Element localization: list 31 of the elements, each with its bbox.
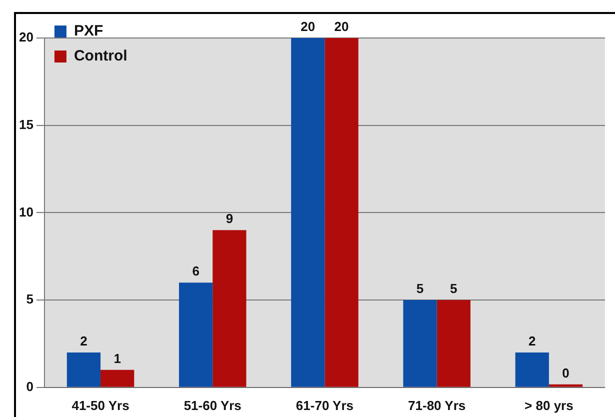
data-label: 9 [226,211,234,226]
bar [291,38,325,387]
data-label: 5 [450,281,458,296]
bar [403,300,437,387]
y-tick-label: 15 [18,116,34,132]
x-tick-label: 61-70 Yrs [296,398,354,413]
x-tick-label: 51-60 Yrs [184,398,242,413]
x-tick-label: 41-50 Yrs [72,398,130,413]
y-tick-label: 5 [26,292,34,307]
data-label: 2 [80,334,88,349]
x-tick-label: 71-80 Yrs [408,398,466,413]
data-label: 2 [528,334,536,349]
data-label: 20 [334,19,349,34]
bar [178,282,213,387]
bar [100,370,134,387]
data-label: 5 [416,281,424,296]
bar [515,352,549,387]
y-tick-label: 20 [18,30,34,45]
y-tick-label: 0 [26,378,34,394]
legend-label: Control [74,48,128,65]
bar [324,38,358,387]
y-tick-label: 10 [18,204,34,220]
x-tick-label: > 80 yrs [524,398,574,413]
data-label: 0 [562,365,570,380]
bar [436,300,470,387]
bar [212,230,246,387]
data-label: 6 [192,264,200,279]
data-label: 1 [114,351,121,366]
legend-label: PXF [74,22,104,40]
bar [66,352,101,387]
data-label: 20 [300,19,316,34]
